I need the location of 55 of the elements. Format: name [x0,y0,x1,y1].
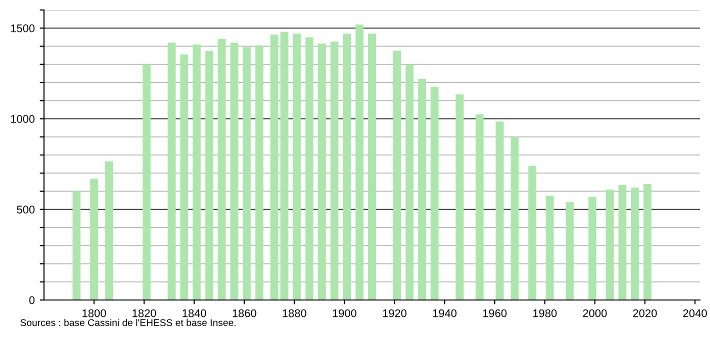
bar [643,184,652,300]
bar [192,44,201,300]
bar [368,34,376,300]
bar [270,34,278,300]
x-tick-label: 1840 [182,309,206,318]
bar [305,37,314,300]
x-tick-label: 2040 [683,309,707,318]
x-tick-label: 1940 [433,309,457,318]
bar [588,196,596,300]
bar [510,136,519,300]
bar [606,189,614,300]
x-tick-label: 1960 [483,309,507,318]
bar [406,64,414,300]
bar [242,47,251,300]
y-tick-label: 1000 [11,115,35,123]
bar [230,42,238,300]
bar [168,42,176,300]
bar [546,196,554,300]
x-tick-label: 1800 [82,309,106,318]
bar [330,42,338,300]
x-tick-label: 1880 [282,309,306,318]
y-tick-label: 500 [16,206,35,214]
bar [393,50,402,300]
x-tick-label: 1820 [132,309,156,318]
x-tick-label: 2020 [633,309,657,318]
source-note: Sources : base Cassini de l'EHESS et base Insee. [20,318,236,326]
x-tick-label: 1900 [332,309,356,318]
y-tick-label: 0 [29,296,35,304]
bar [528,166,536,300]
bar [180,54,188,300]
bar [90,178,98,300]
bar [630,188,639,300]
x-tick-label: 1980 [533,309,557,318]
bar [618,184,626,300]
bar [418,78,426,300]
y-tick-label: 1500 [11,24,35,32]
bar [430,87,439,300]
bar [142,64,151,300]
bar [72,191,81,300]
bar [105,161,114,300]
bar [255,45,264,300]
bar [456,94,464,300]
x-tick-label: 2000 [583,309,607,318]
bar [292,34,301,300]
x-tick-label: 1860 [232,309,256,318]
x-tick-label: 1920 [383,309,406,318]
bar [280,32,288,300]
bar [566,202,574,300]
bar [342,34,351,300]
bar [218,39,226,300]
bar [476,114,484,300]
bar [205,50,214,300]
bar [355,24,364,300]
bar [318,44,326,300]
bar [496,121,504,300]
